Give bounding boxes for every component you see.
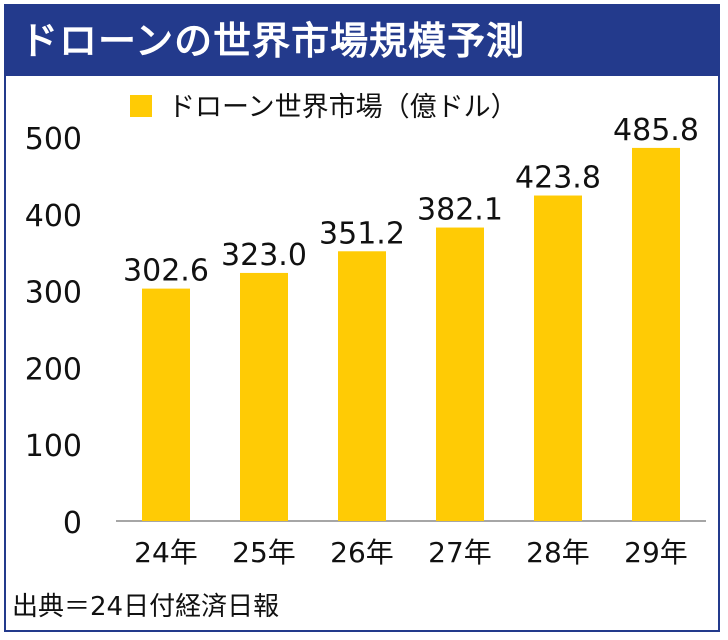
y-tick-label: 200 [25, 352, 82, 387]
chart-frame: ドローンの世界市場規模予測 [4, 4, 720, 632]
x-tick-label: 25年 [232, 536, 296, 569]
y-tick-label: 300 [25, 276, 82, 311]
x-tick-label: 24年 [134, 536, 198, 569]
bar [338, 251, 386, 522]
data-label: 323.0 [221, 238, 307, 273]
bar [240, 272, 288, 521]
bar [534, 195, 582, 521]
x-tick-label: 26年 [330, 536, 394, 569]
source-note: 出典＝24日付経済日報 [12, 592, 280, 622]
legend-label: ドローン世界市場（億ドル） [168, 92, 518, 123]
x-tick-label: 28年 [526, 536, 590, 569]
legend-swatch [130, 95, 152, 117]
bar [632, 147, 680, 522]
data-label: 302.6 [123, 254, 209, 289]
data-label: 382.1 [417, 193, 503, 228]
data-label: 485.8 [613, 113, 699, 148]
x-tick-label: 29年 [624, 536, 688, 569]
x-tick-label: 27年 [428, 536, 492, 569]
y-tick-label: 0 [63, 506, 82, 541]
y-tick-label: 100 [25, 429, 82, 464]
y-tick-label: 500 [25, 122, 82, 157]
data-label: 351.2 [319, 216, 405, 251]
y-tick-label: 400 [25, 199, 82, 234]
data-label: 423.8 [515, 161, 601, 196]
chart-title: ドローンの世界市場規模予測 [6, 6, 718, 76]
bar [436, 227, 484, 522]
bar [142, 288, 190, 521]
